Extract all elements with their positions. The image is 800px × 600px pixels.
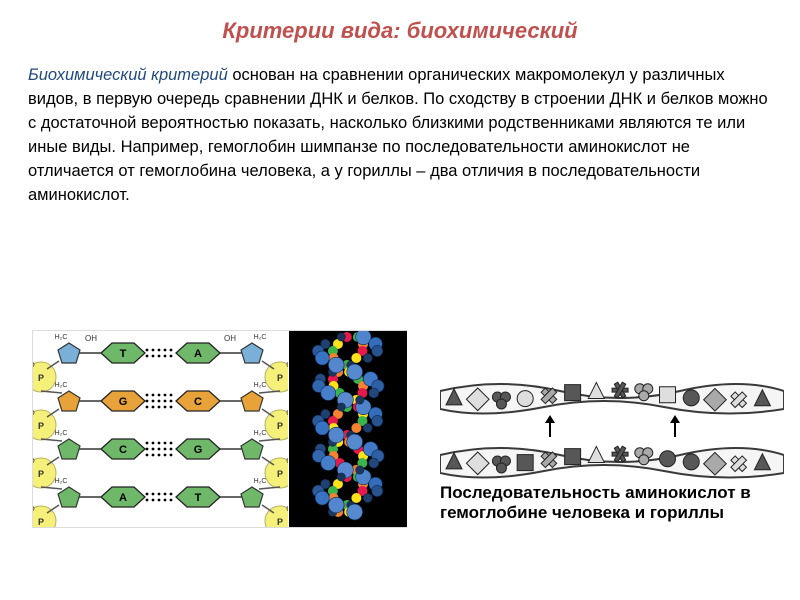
- svg-text:P: P: [277, 517, 283, 527]
- svg-text:O: O: [286, 506, 288, 513]
- svg-text:O: O: [286, 362, 288, 369]
- svg-text:H₂C: H₂C: [55, 430, 68, 437]
- body-paragraph: Биохимический критерий основан на сравне…: [0, 64, 800, 208]
- svg-text:H₂C: H₂C: [254, 430, 267, 437]
- svg-text:A: A: [194, 348, 202, 360]
- protein-caption: Последовательность аминокислот в гемогло…: [440, 479, 784, 522]
- body-rest: основан на сравнении органических макром…: [28, 66, 768, 204]
- svg-text:C: C: [119, 444, 127, 456]
- svg-text:A: A: [119, 492, 127, 504]
- dna-figure: POH₂CPOH₂CPOH₂CPOH₂COHPOH₂CPOH₂CPOH₂CPOH…: [32, 330, 407, 528]
- svg-text:P: P: [277, 373, 283, 383]
- svg-text:G: G: [194, 444, 203, 456]
- svg-text:OH: OH: [224, 334, 236, 343]
- svg-text:T: T: [195, 492, 202, 504]
- protein-band-top: [440, 375, 784, 415]
- svg-text:P: P: [38, 469, 44, 479]
- page-title: Критерии вида: биохимический: [0, 0, 800, 64]
- svg-text:H₂C: H₂C: [55, 382, 68, 389]
- svg-text:P: P: [38, 421, 44, 431]
- svg-text:P: P: [38, 517, 44, 527]
- protein-arrows: [440, 415, 784, 439]
- svg-text:P: P: [277, 469, 283, 479]
- protein-band-bottom: [440, 439, 784, 479]
- protein-figure: Последовательность аминокислот в гемогло…: [440, 375, 784, 505]
- svg-text:H₂C: H₂C: [254, 334, 267, 341]
- svg-text:H₂C: H₂C: [254, 382, 267, 389]
- svg-text:H₂C: H₂C: [55, 334, 68, 341]
- svg-text:C: C: [194, 396, 202, 408]
- svg-text:P: P: [277, 421, 283, 431]
- figures-row: POH₂CPOH₂CPOH₂CPOH₂COHPOH₂CPOH₂CPOH₂CPOH…: [0, 320, 800, 580]
- svg-text:P: P: [38, 373, 44, 383]
- dna-helix-diagram: [289, 331, 407, 527]
- svg-text:G: G: [119, 396, 128, 408]
- svg-text:O: O: [286, 458, 288, 465]
- body-lead: Биохимический критерий: [28, 66, 228, 84]
- svg-text:O: O: [286, 410, 288, 417]
- svg-text:H₂C: H₂C: [254, 478, 267, 485]
- dna-flat-diagram: POH₂CPOH₂CPOH₂CPOH₂COHPOH₂CPOH₂CPOH₂CPOH…: [33, 331, 288, 527]
- svg-text:OH: OH: [85, 334, 97, 343]
- svg-text:H₂C: H₂C: [55, 478, 68, 485]
- svg-text:T: T: [120, 348, 127, 360]
